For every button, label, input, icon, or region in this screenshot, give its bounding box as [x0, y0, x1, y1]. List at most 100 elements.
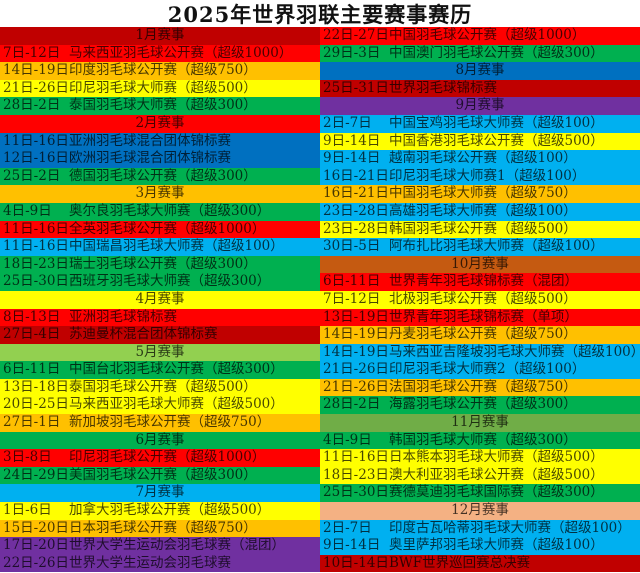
event-name: 亚洲羽毛球混合团体锦标赛	[69, 132, 231, 149]
event-name: 韩国羽毛球公开赛（超级500）	[389, 220, 577, 237]
event-row: 16日-21日印尼羽毛球大师赛1（超级100）	[320, 167, 640, 186]
event-name: 韩国羽毛球大师赛（超级300）	[389, 431, 577, 448]
event-date: 14日-19日	[3, 62, 69, 79]
event-row: 18日-23日瑞士羽毛球公开赛（超级300）	[0, 255, 320, 274]
event-row: 23日-28日高雄羽毛球大师赛（超级100）	[320, 202, 640, 221]
event-name: 全英羽毛球公开赛（超级1000）	[69, 220, 266, 237]
event-date: 2日-7日	[323, 114, 372, 131]
event-date: 30日-5日	[323, 238, 381, 255]
event-row: 24日-29日美国羽毛球公开赛（超级300）	[0, 466, 320, 485]
event-name: 世界大学生运动会羽毛球赛	[69, 554, 231, 571]
event-name: 奥里萨邦羽毛球大师赛（超级100）	[389, 537, 604, 554]
event-row: 27日-1日 新加坡羽毛球公开赛（超级750）	[0, 414, 320, 432]
event-name: 中国羽毛球公开赛（超级1000）	[389, 27, 586, 43]
event-row: 12日-16日欧洲羽毛球混合团体锦标赛	[0, 150, 320, 168]
event-name: 印尼羽毛球大师赛1（超级100）	[389, 167, 586, 184]
event-row: 13日-19日世界青年羽毛球锦标赛（单项）	[320, 308, 640, 327]
event-date: 27日-4日	[3, 326, 61, 343]
event-date: 23日-28日	[323, 220, 389, 237]
event-name: 新加坡羽毛球公开赛（超级750）	[69, 414, 271, 431]
event-date: 22日-27日	[323, 27, 389, 43]
event-row: 25日-2日 德国羽毛球公开赛（超级300）	[0, 167, 320, 186]
event-row: 22日-26日世界大学生运动会羽毛球赛	[0, 554, 320, 573]
month-header: 9月赛事	[320, 97, 640, 115]
event-name: 印尼羽毛球公开赛（超级1000）	[69, 449, 266, 466]
event-date: 8日-13日	[3, 308, 61, 325]
event-date: 25日-30日	[3, 273, 69, 290]
event-row: 8日-13日 亚洲羽毛球锦标赛	[0, 308, 320, 327]
event-date: 7日-12日	[3, 44, 61, 61]
event-date: 6日-11日	[323, 273, 381, 290]
event-name: 阿布扎比羽毛球大师赛（超级100）	[389, 238, 604, 255]
event-name: 世界羽毛球锦标赛	[389, 79, 497, 96]
event-row: 11日-16日日本熊本羽毛球大师赛（超级500）	[320, 449, 640, 467]
event-date: 1日-6日	[3, 502, 52, 519]
event-name: 法国羽毛球公开赛（超级750）	[389, 378, 577, 395]
event-name: 加拿大羽毛球公开赛（超级500）	[69, 502, 271, 519]
event-date: 11日-16日	[3, 132, 69, 149]
event-name: 世界青年羽毛球锦标赛（单项）	[389, 308, 578, 325]
month-header: 2月赛事	[0, 114, 320, 133]
event-row: 27日-4日 苏迪曼杯混合团体锦标赛	[0, 326, 320, 344]
event-name: 印度羽毛球公开赛（超级750）	[69, 62, 257, 79]
month-header: 7月赛事	[0, 484, 320, 503]
event-date: 11日-16日	[3, 238, 69, 255]
event-name: 亚洲羽毛球锦标赛	[69, 308, 177, 325]
month-header: 11月赛事	[320, 414, 640, 432]
event-name: 中国羽毛球大师赛（超级750）	[389, 185, 577, 202]
event-date: 9日-14日	[323, 537, 381, 554]
event-date: 4日-9日	[3, 202, 52, 219]
event-date: 14日-19日	[323, 326, 389, 343]
event-name: 印尼羽毛球大师赛（超级500）	[69, 79, 257, 96]
event-row: 7日-12日 北极羽毛球公开赛（超级500）	[320, 290, 640, 309]
event-name: 欧洲羽毛球混合团体锦标赛	[69, 150, 231, 167]
month-header: 1月赛事	[0, 27, 320, 45]
left-column: 1月赛事 7日-12日 马来西亚羽毛球公开赛（超级1000） 14日-19日印度羽毛球…	[0, 27, 320, 573]
event-row: 30日-5日 阿布扎比羽毛球大师赛（超级100）	[320, 238, 640, 256]
month-header: 6月赛事	[0, 431, 320, 450]
event-date: 28日-2日	[323, 396, 381, 413]
event-name: 印度古瓦哈蒂羽毛球大师赛（超级100）	[389, 519, 631, 536]
event-date: 28日-2日	[3, 97, 61, 114]
event-name: 高雄羽毛球大师赛（超级100）	[389, 202, 577, 219]
event-name: 世界青年羽毛球锦标赛（混团）	[389, 273, 578, 290]
event-date: 18日-23日	[3, 255, 69, 272]
event-date: 10日-14日	[323, 554, 389, 571]
event-row: 28日-2日 泰国羽毛球大师赛（超级300）	[0, 97, 320, 115]
page-title: 2025年世界羽联主要赛事赛历	[167, 2, 473, 27]
event-date: 22日-26日	[3, 554, 69, 571]
event-row: 2日-7日 印度古瓦哈蒂羽毛球大师赛（超级100）	[320, 519, 640, 538]
event-row: 14日-19日丹麦羽毛球公开赛（超级750）	[320, 326, 640, 344]
event-row: 1日-6日 加拿大羽毛球公开赛（超级500）	[0, 502, 320, 520]
event-row: 3日-8日 印尼羽毛球公开赛（超级1000）	[0, 449, 320, 467]
event-row: 11日-16日亚洲羽毛球混合团体锦标赛	[0, 132, 320, 151]
event-name: 赛德莫迪羽毛球国际赛（超级300）	[389, 484, 604, 501]
event-date: 3日-8日	[3, 449, 52, 466]
event-row: 7日-12日 马来西亚羽毛球公开赛（超级1000）	[0, 44, 320, 63]
event-name: 丹麦羽毛球公开赛（超级750）	[389, 326, 577, 343]
event-name: 北极羽毛球公开赛（超级500）	[389, 290, 577, 307]
event-name: 马来西亚羽毛球公开赛（超级1000）	[69, 44, 293, 61]
event-date: 21日-26日	[323, 361, 389, 378]
event-date: 18日-23日	[323, 466, 389, 483]
month-header: 3月赛事	[0, 185, 320, 203]
event-date: 21日-26日	[3, 79, 69, 96]
event-date: 25日-2日	[3, 167, 61, 184]
event-row: 11日-16日全英羽毛球公开赛（超级1000）	[0, 220, 320, 239]
month-header: 8月赛事	[320, 62, 640, 80]
event-name: 西班牙羽毛球大师赛（超级300）	[69, 273, 271, 290]
event-row: 21日-26日法国羽毛球公开赛（超级750）	[320, 378, 640, 397]
event-name: 中国香港羽毛球公开赛（超级500）	[389, 132, 604, 149]
event-row: 25日-31日世界羽毛球锦标赛	[320, 79, 640, 98]
event-name: 日本熊本羽毛球大师赛（超级500）	[389, 449, 604, 466]
event-date: 16日-21日	[323, 167, 389, 184]
event-row: 22日-27日中国羽毛球公开赛（超级1000）	[320, 27, 640, 45]
event-row: 6日-11日 世界青年羽毛球锦标赛（混团）	[320, 273, 640, 291]
month-header: 12月赛事	[320, 502, 640, 520]
event-name: 苏迪曼杯混合团体锦标赛	[69, 326, 218, 343]
event-name: 印尼羽毛球大师赛2（超级100）	[389, 361, 586, 378]
event-date: 7日-12日	[323, 290, 381, 307]
event-row: 25日-30日西班牙羽毛球大师赛（超级300）	[0, 273, 320, 291]
event-date: 29日-3日	[323, 44, 381, 61]
event-name: 泰国羽毛球大师赛（超级300）	[69, 97, 257, 114]
